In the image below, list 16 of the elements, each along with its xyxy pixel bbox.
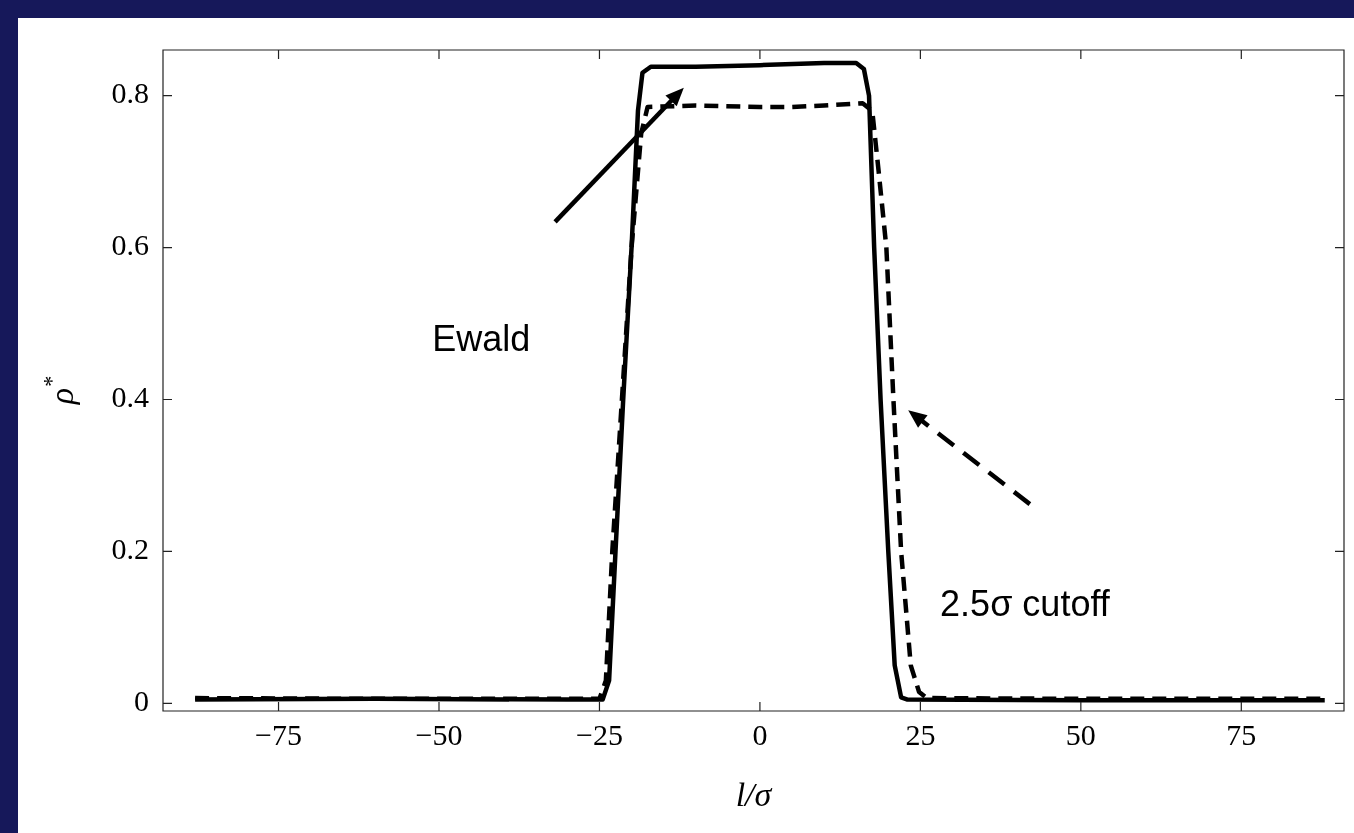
y-tick-label: 0.8 <box>111 76 149 110</box>
y-tick-label: 0.2 <box>111 532 149 566</box>
x-axis-title: l/σ <box>735 776 773 813</box>
x-tick-label: −25 <box>576 717 623 751</box>
y-tick-label: 0.4 <box>111 380 149 414</box>
x-tick-label: 25 <box>905 717 936 751</box>
x-tick-label: 75 <box>1226 717 1257 751</box>
y-tick-label: 0.6 <box>111 228 149 262</box>
y-axis-title: ρ* <box>39 375 80 406</box>
x-tick-label: 50 <box>1065 717 1096 751</box>
annotation: Ewald <box>432 317 531 359</box>
annotation: 2.5σ cutoff <box>940 583 1111 625</box>
x-tick-label: −50 <box>415 717 463 751</box>
x-tick-label: 0 <box>752 717 768 751</box>
x-tick-label: −75 <box>255 717 302 751</box>
y-tick-label: 0 <box>134 684 149 718</box>
